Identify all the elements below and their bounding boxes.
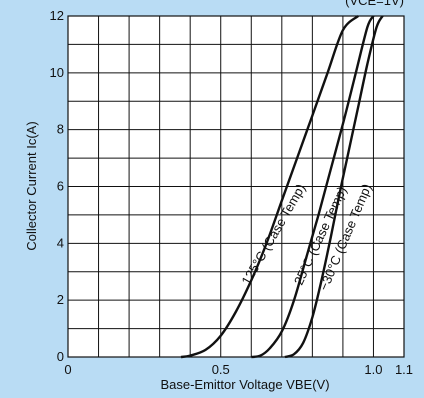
curve-25c bbox=[251, 15, 375, 359]
y-axis-label: Collector Current Ic(A) bbox=[24, 121, 39, 250]
x-tick-label: 0.5 bbox=[212, 362, 230, 377]
curves bbox=[180, 15, 384, 359]
y-tick-label: 2 bbox=[57, 292, 64, 307]
test-condition: (VCE=1V) bbox=[345, 0, 404, 8]
curve-minus30c bbox=[284, 15, 384, 359]
x-tick-labels: 0 0.5 1.0 1.1 bbox=[64, 362, 413, 377]
x-tick-label: 1.0 bbox=[364, 362, 382, 377]
y-tick-label: 8 bbox=[57, 122, 64, 137]
y-tick-label: 0 bbox=[57, 349, 64, 364]
x-tick-label: 0 bbox=[64, 362, 71, 377]
y-tick-label: 10 bbox=[50, 65, 64, 80]
plot-frame bbox=[67, 15, 405, 358]
curve-125c bbox=[180, 15, 360, 359]
x-tick-label: 1.1 bbox=[395, 362, 413, 377]
y-tick-label: 4 bbox=[57, 235, 64, 250]
y-tick-label: 12 bbox=[50, 8, 64, 23]
x-axis-label: Base-Emittor Voltage VBE(V) bbox=[160, 377, 329, 392]
y-tick-labels: 0 2 4 6 8 10 12 bbox=[50, 8, 64, 364]
y-tick-label: 6 bbox=[57, 179, 64, 194]
